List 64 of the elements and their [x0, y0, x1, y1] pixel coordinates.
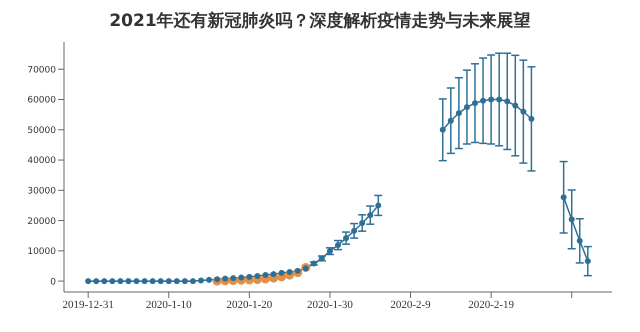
point [448, 118, 454, 124]
y-tick-label: 40000 [27, 156, 56, 166]
y-tick-label: 0 [50, 277, 56, 288]
point [472, 100, 478, 106]
point [190, 278, 196, 284]
point [166, 278, 172, 284]
y-tick-label: 50000 [27, 126, 56, 136]
point [496, 96, 502, 103]
x-tick-label: 2020-2-9 [390, 298, 432, 311]
point [520, 108, 526, 115]
point [560, 194, 567, 200]
point [254, 272, 260, 279]
y-tick-label: 20000 [27, 216, 56, 227]
point [238, 274, 244, 280]
point [150, 278, 156, 284]
point [286, 269, 293, 276]
point [125, 278, 132, 284]
point [109, 278, 116, 284]
point [246, 274, 252, 280]
point [568, 216, 575, 222]
point [278, 270, 285, 276]
point [134, 278, 140, 284]
point [93, 278, 100, 284]
point [262, 272, 268, 278]
x-tick-label: 2019-12-31 [62, 298, 114, 311]
point [117, 278, 124, 284]
point [440, 126, 446, 133]
point [359, 220, 366, 226]
x-tick-label: 2020-2-19 [468, 298, 515, 311]
x-tick-label: 2020-1-20 [226, 298, 273, 311]
point [101, 278, 108, 284]
x-tick-label: 2020-1-10 [146, 298, 192, 311]
point [294, 268, 301, 274]
point [230, 275, 236, 282]
point [528, 116, 534, 122]
point [214, 276, 220, 282]
point [206, 276, 212, 283]
x-tick-label: 2020-1-30 [307, 298, 354, 311]
point [343, 235, 350, 242]
point [464, 104, 470, 110]
point [576, 238, 583, 244]
point [367, 212, 374, 218]
point [351, 228, 358, 234]
point [222, 276, 228, 282]
point [504, 98, 510, 104]
point [480, 98, 486, 104]
point [142, 278, 148, 284]
y-tick-label: 60000 [27, 96, 56, 106]
y-tick-label: 30000 [27, 186, 56, 196]
point [584, 258, 591, 264]
y-tick-label: 70000 [27, 65, 56, 76]
point [182, 278, 188, 284]
point [174, 278, 180, 284]
point [488, 96, 494, 103]
point [512, 102, 518, 109]
point [302, 265, 309, 272]
point [270, 271, 277, 278]
y-tick-label: 10000 [27, 247, 56, 258]
point [456, 110, 462, 116]
point [85, 278, 92, 284]
point [375, 202, 382, 208]
point [198, 278, 204, 284]
chart-title: 2021年还有新冠肺炎吗？深度解析疫情走势与未来展望 [108, 10, 532, 33]
point [158, 278, 164, 284]
